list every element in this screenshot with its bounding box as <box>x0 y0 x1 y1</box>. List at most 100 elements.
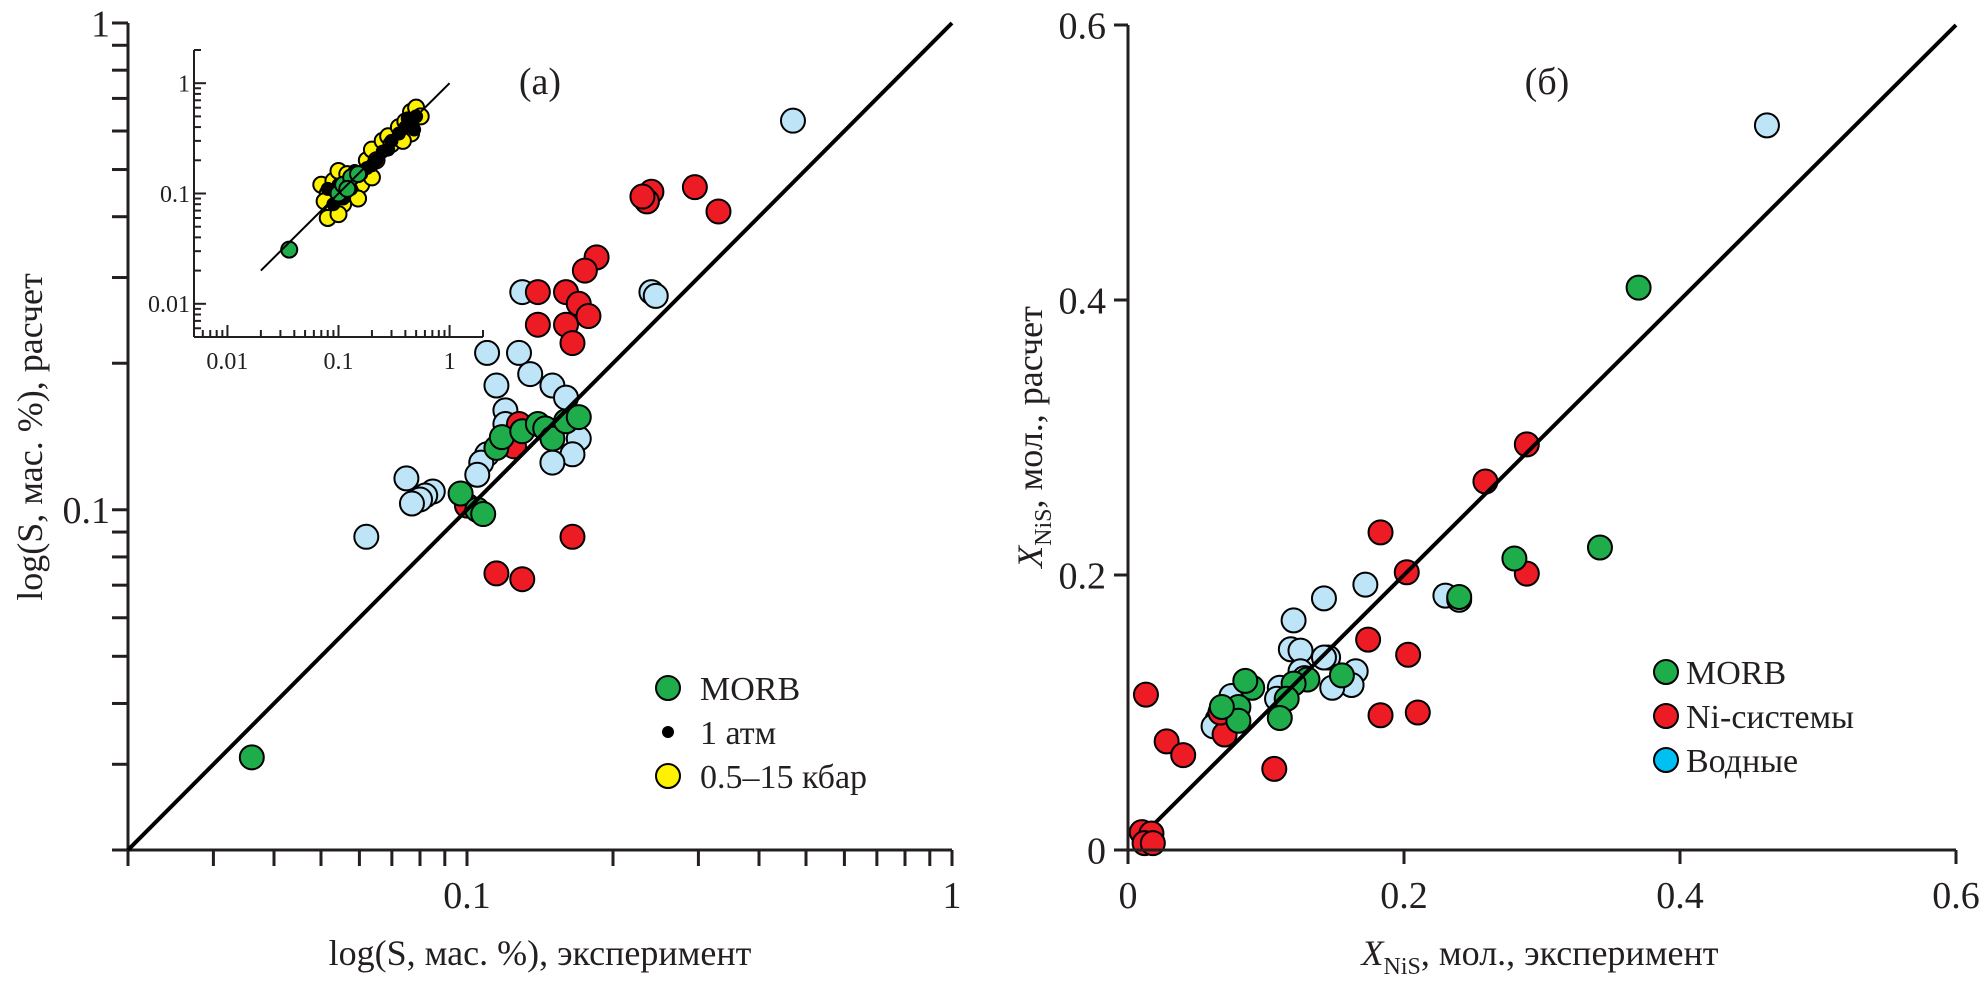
panel-a-axes: 0.1 1 0.1 1 <box>63 3 962 917</box>
panel-a-y-axis-title: log(S, мас. %), расчет <box>10 273 50 601</box>
y-tick-label: 1 <box>91 3 110 45</box>
x-title-sub: NiS <box>1384 954 1421 980</box>
panel-a-legend: MORB 1 атм 0.5–15 кбар <box>655 671 867 796</box>
data-point-ni-system <box>681 174 708 201</box>
panel-a-inset: 0.01 0.1 1 0.01 0.1 1 <box>148 40 494 375</box>
panel-b-reference-line <box>1154 23 1958 824</box>
inset-point-1-atm <box>407 122 422 137</box>
legend-marker <box>655 675 681 701</box>
data-point-ni-system <box>1261 755 1288 782</box>
data-point-morb <box>1446 584 1473 610</box>
data-point-hydrous <box>393 465 420 492</box>
x-title-rest: , мол., эксперимент <box>1421 933 1719 973</box>
data-point-hydrous <box>1310 585 1337 612</box>
data-point-ni-system <box>509 566 536 593</box>
data-point-hydrous <box>353 523 380 550</box>
data-point-morb <box>238 744 265 771</box>
data-point-ni-system <box>1472 468 1499 495</box>
y-tick-label: 0.1 <box>160 182 190 208</box>
legend-label: MORB <box>700 671 800 708</box>
y-tick-label: 0.4 <box>1059 280 1107 322</box>
data-point-ni-system <box>571 257 598 284</box>
data-point-morb <box>1225 707 1252 734</box>
y-tick-label: 0.2 <box>1059 555 1107 597</box>
data-point-morb <box>470 501 497 528</box>
legend-label: Водные <box>1686 743 1798 780</box>
data-point-morb <box>1232 667 1259 694</box>
data-point-morb <box>1586 534 1613 561</box>
y-tick-label: 0.01 <box>148 292 190 318</box>
legend-label: Ni-системы <box>1686 699 1854 736</box>
panel-a: 0.1 1 0.1 1 (а) log(S, мас. %), эксперимент… <box>10 3 962 973</box>
legend-marker <box>662 726 674 738</box>
x-tick-label: 0.6 <box>1932 875 1980 917</box>
data-point-hydrous <box>398 490 425 517</box>
data-point-hydrous <box>1352 571 1379 598</box>
legend-marker <box>655 763 681 789</box>
data-point-morb <box>447 480 474 507</box>
x-tick-label: 0 <box>1119 875 1138 917</box>
data-point-ni-system <box>483 560 510 587</box>
data-point-ni-system <box>1170 742 1197 769</box>
x-tick-label: 1 <box>943 875 962 917</box>
x-tick-label: 0.1 <box>443 875 491 917</box>
panel-b-label: (б) <box>1525 61 1570 103</box>
data-point-ni-system <box>559 330 586 357</box>
data-point-hydrous <box>517 361 544 388</box>
data-point-hydrous <box>464 461 491 488</box>
x-title-main: X <box>1360 933 1386 973</box>
panel-a-reference-line <box>126 21 954 852</box>
data-point-morb <box>1266 705 1293 731</box>
data-point-ni-system <box>1132 681 1159 708</box>
panel-b-x-axis-title: XNiS, мол., эксперимент <box>1360 933 1719 980</box>
inset-reference-line <box>260 82 451 272</box>
data-point-ni-system <box>524 279 551 306</box>
y-tick-label: 0 <box>1087 830 1106 872</box>
panel-b: 0 0.2 0.4 0.600.20.40.6 (б) XNiS, мол., экс… <box>1010 5 1980 980</box>
data-point-morb <box>1328 662 1355 689</box>
panel-b-legend: MORB Ni-системы Водные <box>1653 655 1854 780</box>
data-point-hydrous <box>1280 607 1307 634</box>
panel-a-x-axis-title: log(S, мас. %), эксперимент <box>329 933 752 973</box>
legend-marker <box>1653 703 1679 729</box>
y-title-rest: , мол., расчет <box>1010 306 1050 509</box>
y-title-sub: NiS <box>1031 508 1057 545</box>
panel-b-axes: 0 0.2 0.4 0.6 0 0.2 0.4 0.6 <box>1059 5 1980 917</box>
legend-label: MORB <box>1686 655 1786 692</box>
data-point-hydrous <box>539 449 566 476</box>
data-point-ni-system <box>1513 431 1540 458</box>
x-tick-label: 0.2 <box>1380 875 1428 917</box>
data-point-hydrous <box>642 282 669 309</box>
data-point-morb <box>1625 274 1652 301</box>
inset-point-1-atm <box>400 111 415 126</box>
data-point-ni-system <box>575 303 602 330</box>
data-point-morb <box>1501 545 1528 572</box>
panel-b-points <box>1128 112 1780 857</box>
data-point-hydrous <box>505 339 532 366</box>
legend-label: 1 атм <box>700 715 776 752</box>
data-point-hydrous <box>483 372 510 399</box>
x-tick-label: 0.01 <box>206 349 248 375</box>
data-point-morb <box>565 404 592 431</box>
panel-a-points <box>238 107 806 771</box>
legend-label: 0.5–15 кбар <box>700 759 867 796</box>
data-point-ni-system <box>1139 830 1166 857</box>
y-title-main: X <box>1010 544 1050 570</box>
data-point-ni-system <box>1367 519 1394 546</box>
data-point-morb <box>1208 694 1235 720</box>
y-tick-label: 1 <box>178 72 190 98</box>
x-tick-label: 1 <box>444 349 456 375</box>
data-point-ni-system <box>1404 699 1431 726</box>
x-tick-label: 0.1 <box>324 349 354 375</box>
data-point-ni-system <box>559 523 586 550</box>
x-tick-label: 0.4 <box>1656 875 1704 917</box>
data-point-ni-system <box>1355 626 1382 653</box>
y-tick-label: 0.1 <box>63 490 111 532</box>
data-point-ni-system <box>629 183 656 210</box>
legend-marker <box>1653 747 1679 773</box>
inset-point-morb <box>338 179 357 198</box>
y-tick-label: 0.6 <box>1059 5 1107 47</box>
legend-marker <box>1653 659 1679 685</box>
data-point-ni-system <box>705 198 732 225</box>
